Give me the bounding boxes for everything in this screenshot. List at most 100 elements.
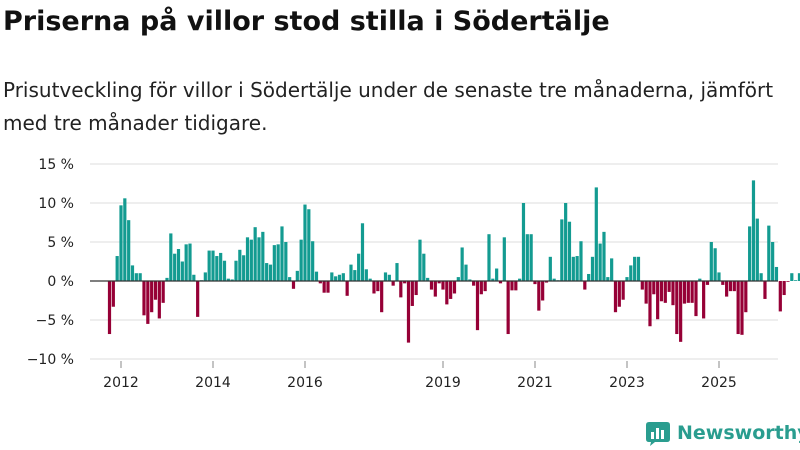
bar bbox=[537, 281, 541, 311]
bar bbox=[376, 281, 380, 292]
x-tick-label: 2025 bbox=[701, 375, 737, 391]
bar bbox=[575, 256, 579, 281]
bar bbox=[107, 281, 112, 335]
x-axis: 2012 2014 2016 2019 2021 2023 2025 bbox=[103, 361, 737, 391]
bar bbox=[257, 237, 261, 281]
bar bbox=[357, 253, 361, 281]
bar bbox=[288, 277, 292, 281]
bar bbox=[192, 274, 196, 281]
bar bbox=[169, 233, 173, 281]
bar bbox=[728, 281, 733, 292]
x-tick-label: 2012 bbox=[103, 375, 139, 391]
bar bbox=[541, 281, 545, 301]
bar bbox=[414, 281, 418, 296]
bar bbox=[525, 234, 529, 281]
bar bbox=[422, 253, 426, 281]
y-tick-label: 15 % bbox=[38, 157, 74, 173]
bar bbox=[590, 256, 595, 281]
bar bbox=[410, 281, 414, 306]
bar bbox=[372, 281, 376, 294]
bar bbox=[679, 281, 683, 342]
x-tick-label: 2021 bbox=[517, 375, 553, 391]
bar bbox=[748, 226, 752, 281]
bar bbox=[268, 264, 273, 281]
bar bbox=[705, 281, 710, 285]
bar bbox=[514, 281, 518, 291]
bar bbox=[433, 281, 437, 297]
bar bbox=[222, 260, 227, 281]
bar bbox=[579, 241, 583, 281]
bar bbox=[399, 281, 403, 298]
bar bbox=[445, 281, 449, 305]
bar bbox=[598, 243, 602, 281]
bar bbox=[261, 231, 265, 281]
bar bbox=[280, 226, 284, 281]
bar bbox=[656, 281, 660, 320]
bar bbox=[602, 231, 606, 281]
x-tick-label: 2016 bbox=[287, 375, 323, 391]
bar bbox=[529, 234, 533, 281]
bar bbox=[694, 281, 698, 317]
bar bbox=[368, 278, 372, 281]
bar bbox=[767, 225, 771, 281]
bar bbox=[153, 281, 158, 300]
bar bbox=[717, 272, 721, 281]
bar bbox=[395, 263, 399, 281]
y-tick-label: −10 % bbox=[27, 352, 74, 368]
bar bbox=[648, 281, 652, 327]
bar bbox=[387, 274, 391, 281]
bar bbox=[345, 281, 349, 296]
bar bbox=[207, 250, 211, 281]
x-tick-label: 2014 bbox=[195, 375, 231, 391]
bar bbox=[245, 237, 250, 281]
bar bbox=[188, 243, 192, 281]
bar bbox=[636, 256, 641, 281]
y-tick-label: 0 % bbox=[47, 274, 74, 290]
bar bbox=[613, 281, 618, 313]
bar bbox=[330, 272, 334, 281]
bar bbox=[242, 255, 246, 281]
bar bbox=[456, 277, 460, 281]
bar bbox=[475, 281, 480, 331]
bar bbox=[203, 272, 207, 281]
bar bbox=[265, 263, 269, 281]
bar bbox=[629, 265, 633, 281]
bar bbox=[544, 281, 549, 283]
bar bbox=[184, 244, 188, 281]
bar bbox=[226, 278, 230, 281]
bar bbox=[472, 281, 476, 286]
bar bbox=[127, 220, 131, 281]
bar bbox=[253, 227, 257, 281]
bar bbox=[782, 281, 786, 296]
bar bbox=[276, 244, 280, 281]
bar bbox=[721, 281, 725, 285]
bar bbox=[311, 241, 315, 281]
bar bbox=[291, 281, 296, 289]
bar bbox=[464, 264, 468, 281]
grid-lines bbox=[90, 163, 778, 360]
bar bbox=[774, 266, 779, 281]
bar bbox=[334, 276, 338, 281]
bar-chart-logo-icon bbox=[646, 422, 670, 446]
bar bbox=[510, 281, 514, 291]
bar bbox=[690, 281, 694, 303]
bar bbox=[341, 273, 345, 281]
bar bbox=[633, 256, 637, 281]
bar bbox=[165, 277, 169, 281]
bar bbox=[238, 249, 242, 281]
bar bbox=[702, 281, 706, 319]
y-tick-label: 5 % bbox=[47, 235, 74, 251]
bar bbox=[318, 281, 322, 284]
bar bbox=[583, 281, 587, 290]
bar bbox=[138, 273, 142, 281]
bar bbox=[134, 273, 138, 281]
bar bbox=[460, 247, 464, 281]
bar bbox=[157, 281, 161, 319]
bar bbox=[234, 260, 238, 281]
bar bbox=[196, 281, 200, 317]
bar bbox=[146, 281, 150, 324]
bar bbox=[429, 281, 434, 290]
bar bbox=[452, 281, 457, 294]
bar bbox=[686, 281, 690, 303]
bar bbox=[533, 281, 537, 285]
